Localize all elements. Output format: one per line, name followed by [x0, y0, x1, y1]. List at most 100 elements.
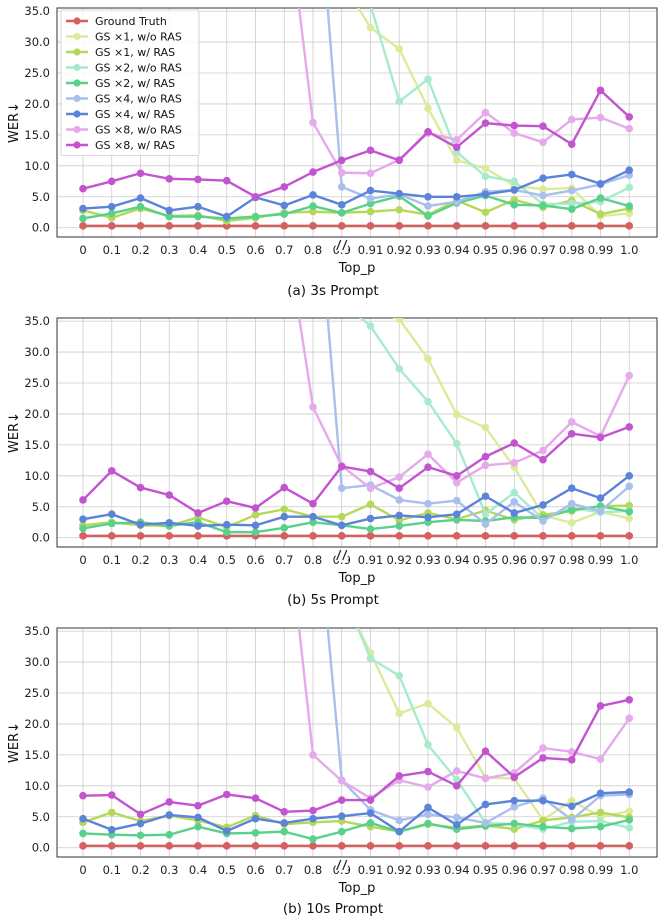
data-point — [424, 450, 432, 458]
data-point — [222, 497, 231, 506]
y-tick-label: 25.0 — [24, 66, 50, 80]
x-tick-label: 0.97 — [530, 863, 556, 877]
data-point — [107, 825, 116, 834]
chart-caption: (a) 3s Prompt — [287, 283, 378, 299]
data-point — [539, 744, 547, 752]
x-tick-label: 0.7 — [275, 243, 293, 257]
y-tick-label: 15.0 — [24, 438, 50, 452]
y-tick-label: 10.0 — [24, 779, 50, 793]
data-point — [366, 322, 375, 330]
data-point — [309, 202, 317, 210]
data-point — [165, 491, 174, 499]
y-tick-label: 10.0 — [24, 469, 50, 483]
data-point — [366, 525, 375, 533]
legend-label: GS ×1, w/ RAS — [95, 46, 175, 59]
data-point — [481, 842, 490, 850]
data-point — [452, 813, 461, 822]
data-point — [625, 501, 634, 510]
series-9 — [79, 86, 634, 201]
data-point — [596, 808, 605, 817]
series-6 — [326, 628, 634, 827]
x-tick-label: 0.98 — [559, 243, 585, 257]
x-axis-label: Top_p — [338, 261, 376, 276]
legend-label: GS ×8, w/o RAS — [95, 124, 182, 137]
data-point — [596, 702, 605, 710]
y-tick-label: 25.0 — [24, 686, 50, 700]
data-point — [424, 842, 432, 850]
data-point — [165, 222, 174, 230]
data-point — [79, 515, 87, 523]
data-point — [251, 212, 260, 221]
data-point — [194, 522, 202, 530]
data-point — [165, 519, 174, 527]
legend-swatch-marker — [73, 79, 81, 87]
legend-item: Ground Truth — [66, 15, 167, 28]
x-tick-label: 0.5 — [218, 553, 236, 567]
data-point — [539, 191, 547, 200]
data-point — [395, 156, 404, 165]
series-line — [82, 425, 630, 515]
data-point — [251, 814, 260, 823]
x-tick-label: 0 — [79, 863, 86, 877]
legend-label: GS ×4, w/ RAS — [95, 108, 175, 121]
x-tick-label: 0.2 — [131, 243, 149, 257]
x-axis-label: Top_p — [338, 881, 376, 896]
x-tick-label: 0.92 — [386, 863, 412, 877]
data-point — [136, 532, 145, 540]
data-point — [337, 521, 346, 530]
x-tick-label: 0.8 — [304, 243, 322, 257]
y-tick-label: 30.0 — [24, 35, 50, 49]
data-point — [452, 143, 461, 152]
data-point — [309, 207, 317, 216]
data-point — [136, 194, 145, 202]
data-point — [567, 222, 576, 230]
data-point — [337, 222, 346, 230]
y-tick-label: 20.0 — [24, 717, 50, 731]
data-point — [510, 498, 519, 506]
data-point — [79, 204, 87, 213]
data-point — [366, 842, 375, 850]
axis-break-mask — [335, 239, 348, 251]
x-tick-label: 0.98 — [559, 863, 585, 877]
data-point — [596, 222, 605, 230]
data-point — [165, 830, 174, 839]
series-9 — [79, 695, 634, 819]
data-point — [596, 210, 605, 218]
series-4 — [356, 628, 634, 833]
data-point — [309, 222, 317, 230]
data-point — [424, 819, 432, 828]
data-point — [539, 532, 547, 540]
data-point — [337, 484, 346, 493]
data-point — [424, 741, 432, 749]
data-point — [510, 796, 519, 805]
data-point — [510, 186, 519, 194]
data-point — [79, 496, 87, 504]
series-7 — [79, 472, 634, 530]
legend-label: GS ×2, w/ RAS — [95, 77, 175, 90]
data-point — [79, 524, 87, 533]
data-point — [567, 140, 576, 148]
x-tick-label: 0.7 — [275, 553, 293, 567]
data-point — [510, 803, 519, 811]
data-point — [510, 129, 519, 137]
data-point — [194, 202, 202, 211]
data-point — [107, 177, 116, 186]
data-point — [366, 222, 375, 230]
data-point — [452, 136, 461, 144]
data-point — [395, 45, 404, 53]
data-point — [395, 511, 404, 520]
data-point — [567, 842, 576, 850]
data-point — [107, 808, 116, 817]
data-point — [309, 532, 317, 540]
series-5 — [79, 816, 634, 843]
x-tick-label: 0.93 — [415, 553, 441, 567]
series-line — [82, 698, 630, 816]
data-point — [424, 532, 432, 540]
y-tick-label: 5.0 — [32, 500, 50, 514]
data-point — [395, 205, 404, 214]
data-point — [107, 467, 116, 475]
legend-label: GS ×2, w/o RAS — [95, 62, 182, 75]
data-point — [337, 827, 346, 836]
x-tick-label: 0.4 — [189, 553, 207, 567]
data-point — [567, 205, 576, 213]
